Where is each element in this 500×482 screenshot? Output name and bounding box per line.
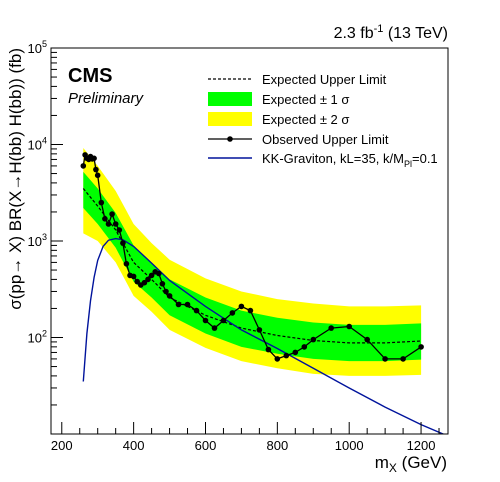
legend-label-sub: Pl (404, 159, 412, 169)
observed-point (400, 356, 406, 362)
y-tick-exponent: 2 (42, 329, 47, 339)
observed-point (123, 261, 130, 267)
legend-observed-swatch-marker (227, 136, 233, 142)
legend-label: Expected Upper Limit (262, 72, 387, 87)
observed-point (120, 240, 126, 246)
legend-1sigma-swatch (208, 92, 252, 106)
svg-text:2.3 fb-1 (13 TeV): 2.3 fb-1 (13 TeV) (334, 23, 448, 42)
observed-point (418, 344, 424, 350)
observed-point (310, 336, 317, 343)
observed-point (301, 344, 308, 350)
observed-point (274, 356, 281, 362)
observed-point (141, 279, 148, 286)
observed-point (292, 349, 299, 356)
observed-point (382, 356, 388, 362)
y-tick-base: 10 (28, 331, 42, 346)
observed-point (130, 273, 137, 280)
x-axis-title-sub: X (389, 461, 397, 475)
legend-label: Expected ± 2 σ (262, 112, 349, 127)
y-tick-base: 10 (28, 41, 42, 56)
observed-point (156, 270, 162, 277)
observed-point (247, 307, 254, 314)
observed-point (211, 325, 218, 331)
y-tick-label: 103 (28, 232, 47, 249)
x-axis-title: mX (GeV) (375, 453, 447, 475)
lumi-sup: -1 (374, 23, 384, 35)
y-tick-exponent: 4 (42, 136, 47, 146)
observed-point (238, 303, 245, 310)
observed-point (159, 281, 166, 287)
observed-point (80, 163, 87, 169)
observed-point (265, 346, 272, 353)
observed-point (94, 172, 101, 179)
expected-1sigma-band (83, 171, 422, 362)
observed-point (346, 323, 353, 330)
observed-point (184, 301, 191, 308)
legend-label: Observed Upper Limit (262, 132, 389, 147)
observed-point (166, 293, 173, 299)
observed-point (229, 310, 236, 316)
y-tick-label: 104 (28, 136, 47, 153)
observed-point (283, 352, 290, 359)
legend-label: Expected ± 1 σ (262, 92, 349, 107)
x-tick-label: 1000 (335, 438, 364, 453)
observed-point (102, 216, 108, 222)
expected-2sigma-band (83, 148, 422, 376)
kk-graviton-line (82, 237, 445, 434)
observed-point (202, 317, 209, 324)
observed-point (116, 227, 123, 233)
lumi-main: 2.3 fb (334, 25, 374, 42)
observed-point (145, 276, 151, 283)
plot-content (80, 148, 445, 434)
y-tick-label: 102 (28, 329, 47, 346)
x-axis-title-main: m (375, 453, 389, 472)
observed-point (112, 221, 119, 227)
x-tick-label: 600 (195, 438, 217, 453)
legend: Expected Upper Limit Expected ± 1 σ Expect… (208, 72, 438, 169)
y-axis-title: σ(pp→ X) BR(X→H(bb) H(bb)) (fb) (6, 48, 25, 310)
observed-point (175, 301, 182, 308)
legend-2sigma-swatch (208, 112, 252, 126)
observed-point (256, 327, 263, 333)
x-axis-title-rest: (GeV) (397, 453, 447, 472)
observed-point (98, 199, 105, 206)
observed-point (148, 272, 155, 279)
observed-point (93, 166, 99, 173)
observed-point (109, 211, 115, 217)
legend-label: KK-Graviton, kL=35, k/MPl=0.1 (262, 151, 438, 169)
legend-label-rest: =0.1 (412, 151, 438, 166)
y-tick-label: 105 (28, 39, 47, 56)
x-tick-label: 200 (51, 438, 73, 453)
experiment-label: CMS (68, 65, 112, 87)
lumi-label: 2.3 fb-1 (13 TeV) (334, 23, 448, 42)
y-tick-exponent: 5 (42, 39, 47, 49)
x-tick-label: 800 (266, 438, 288, 453)
x-tick-label: 1200 (407, 438, 436, 453)
observed-point (328, 325, 335, 331)
y-tick-base: 10 (28, 138, 42, 153)
observed-point (105, 221, 112, 227)
observed-point (163, 288, 169, 295)
observed-point (220, 317, 227, 324)
lumi-rest: (13 TeV) (383, 25, 448, 42)
x-tick-label: 400 (123, 438, 145, 453)
y-tick-base: 10 (28, 234, 42, 249)
observed-point (364, 336, 371, 343)
expected-limit-line (82, 188, 422, 344)
observed-point (91, 155, 97, 162)
status-label: Preliminary (68, 90, 145, 107)
legend-label-main: KK-Graviton, kL=35, k/M (262, 151, 404, 166)
observed-point (134, 278, 140, 285)
observed-point (193, 307, 200, 314)
y-tick-exponent: 3 (42, 232, 47, 242)
